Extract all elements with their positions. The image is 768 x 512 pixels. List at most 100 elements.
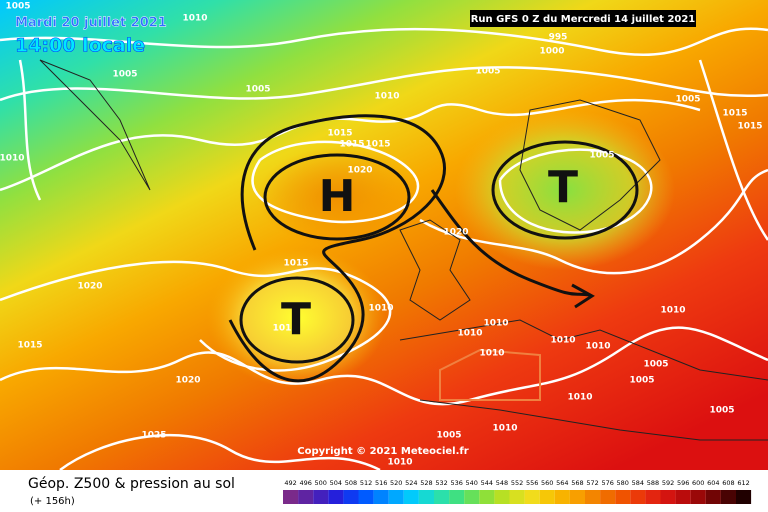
scale-swatch (358, 490, 374, 504)
isobar-label: 1005 (709, 406, 734, 416)
scale-label: 572 (586, 479, 598, 487)
isobar-label: 1010 (567, 393, 592, 403)
isobar-label: 1010 (368, 304, 393, 314)
scale-swatch (479, 490, 495, 504)
valid-time: 14:00 locale (15, 35, 145, 57)
scale-swatch (539, 490, 555, 504)
isobar-label: 1005 (589, 151, 614, 161)
scale-swatch (675, 490, 691, 504)
scale-label: 564 (556, 479, 568, 487)
scale-label: 532 (435, 479, 447, 487)
scale-swatch (690, 490, 706, 504)
system-symbol: H (319, 171, 356, 222)
legend-title: Géop. Z500 & pression au sol (28, 476, 235, 492)
scale-swatch (434, 490, 450, 504)
isobar-label: 1015 (737, 122, 762, 132)
scale-swatch (464, 490, 480, 504)
isobar-label: 101 (273, 324, 292, 334)
color-scale: 492 496 500 504 508 512 516 520 524 528 532 536 540 5… (283, 479, 752, 504)
isobar-label: 1010 (550, 336, 575, 346)
forecast-lead: (+ 156h) (30, 496, 75, 507)
isobar-label: 1025 (141, 431, 166, 441)
scale-swatch (554, 490, 570, 504)
scale-label: 496 (299, 479, 311, 487)
scale-swatch (645, 490, 661, 504)
scale-label: 604 (707, 479, 719, 487)
scale-label: 512 (360, 479, 372, 487)
isobar-label: 1010 (182, 14, 207, 24)
scale-swatch (298, 490, 314, 504)
scale-label: 520 (390, 479, 402, 487)
scale-label: 528 (420, 479, 432, 487)
scale-label: 492 (284, 479, 296, 487)
low-field (455, 110, 675, 270)
isobar-label: 1015 (339, 140, 364, 150)
scale-swatch (660, 490, 676, 504)
scale-label: 612 (737, 479, 749, 487)
scale-label: 584 (632, 479, 644, 487)
isobar-label: 1015 (327, 129, 352, 139)
scale-swatch (494, 490, 510, 504)
scale-label: 508 (345, 479, 357, 487)
isobar-label: 1010 (387, 458, 412, 468)
isobar-label: 995 (549, 33, 568, 43)
isobar-label: 1015 (283, 259, 308, 269)
isobar-label: 1020 (347, 166, 372, 176)
system-symbol: T (281, 294, 311, 345)
isobar-label: 1010 (660, 306, 685, 316)
scale-label: 596 (677, 479, 689, 487)
scale-label: 576 (601, 479, 613, 487)
scale-label: 536 (450, 479, 462, 487)
isobar-label: 1015 (17, 341, 42, 351)
scale-swatch (524, 490, 540, 504)
scale-swatch (569, 490, 585, 504)
scale-label: 552 (511, 479, 523, 487)
isobar-label: 1010 (374, 92, 399, 102)
scale-swatch (615, 490, 631, 504)
isobar-label: 1020 (77, 282, 102, 292)
isobar-label: 1005 (436, 431, 461, 441)
isobar-label: 1005 (5, 2, 30, 12)
valid-date: Mardi 20 juillet 2021 (15, 16, 167, 31)
system-symbol: T (548, 162, 578, 213)
scale-swatch (403, 490, 419, 504)
isobar-label: 1000 (539, 47, 564, 57)
scale-label: 524 (405, 479, 417, 487)
scale-label: 600 (692, 479, 704, 487)
scale-label: 500 (315, 479, 327, 487)
isobars (0, 27, 768, 472)
scale-label: 588 (647, 479, 659, 487)
high-field (257, 147, 417, 247)
isobar-label: 1010 (457, 329, 482, 339)
scale-label: 560 (541, 479, 553, 487)
isobar-label: 1015 (365, 140, 390, 150)
scale-swatch (343, 490, 359, 504)
isobar-label: 1005 (643, 360, 668, 370)
scale-swatch (388, 490, 404, 504)
isobar-label: 1005 (112, 70, 137, 80)
scale-swatch (585, 490, 601, 504)
scale-swatch (630, 490, 646, 504)
scale-label: 504 (330, 479, 342, 487)
scale-swatch (600, 490, 616, 504)
scale-label: 516 (375, 479, 387, 487)
run-banner (470, 10, 696, 27)
isobar-label: 1005 (675, 95, 700, 105)
scale-swatch (373, 490, 389, 504)
scale-label: 556 (526, 479, 538, 487)
scale-label: 544 (481, 479, 493, 487)
scale-swatch (705, 490, 721, 504)
run-info: Run GFS 0 Z du Mercredi 14 juillet 2021 (471, 14, 696, 25)
system-outlines (228, 114, 639, 383)
isobar-label: 1020 (175, 376, 200, 386)
isobar-label: 1010 (483, 319, 508, 329)
scale-swatch (313, 490, 329, 504)
isobar-label: 1005 (475, 67, 500, 77)
isobar-label: 1010 (492, 424, 517, 434)
scale-label: 568 (571, 479, 583, 487)
pressure-systems: H T T (281, 162, 578, 345)
scale-label: 540 (466, 479, 478, 487)
